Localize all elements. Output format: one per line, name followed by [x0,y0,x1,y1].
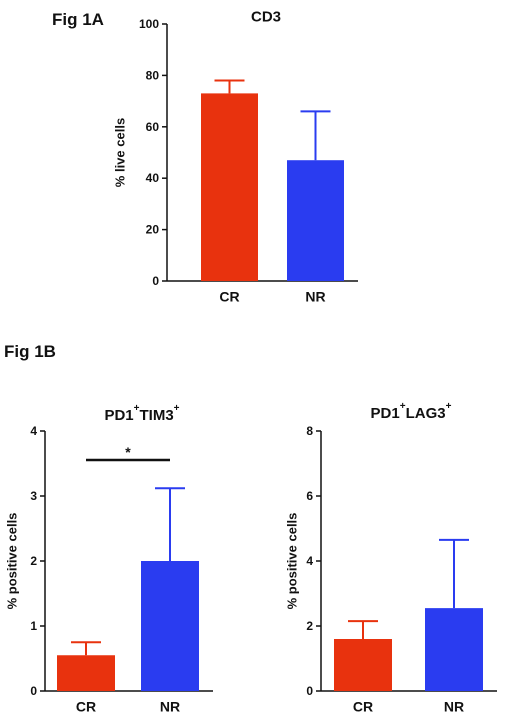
y-tick-label: 40 [146,171,160,185]
category-label: NR [305,288,325,304]
y-axis-label: % live cells [113,118,128,187]
y-tick-label: 0 [306,684,313,698]
category-label: CR [219,288,239,304]
bar-nr [425,608,483,691]
chart-title-part: PD1 [371,405,400,422]
y-tick-label: 2 [306,619,313,633]
chart-title-superscript: + [174,403,180,414]
significance-star: * [125,444,131,460]
chart-3: PD1+​LAG3+​ 0 2 4 6 8 % positive cells CR NR [285,401,497,713]
y-tick-label: 20 [146,223,160,237]
chart-title: PD1+​LAG3+​ [371,401,452,422]
bar-cr [57,655,115,691]
bar-nr [141,561,199,691]
figure-label-1a: Fig 1A [52,10,104,29]
bar-nr [287,160,344,281]
y-axis-label: % positive cells [5,513,20,610]
chart-title-part: LAG3 [406,405,446,422]
y-tick-label: 0 [30,684,37,698]
y-tick-label: 100 [139,17,159,31]
chart-title: CD3 [251,8,281,25]
chart-title-part: TIM3 [140,407,174,424]
chart-title-superscript: + [400,401,406,412]
y-tick-label: 8 [306,424,313,438]
category-label: NR [160,698,180,713]
y-tick-label: 60 [146,120,160,134]
category-label: CR [76,698,96,713]
category-label: CR [353,698,373,713]
chart-title-superscript: + [446,401,452,412]
chart-2: PD1+​TIM3+​ 0 1 2 3 4 % positive cells CR NR * [5,403,213,713]
y-tick-label: 6 [306,489,313,503]
y-axis-label: % positive cells [285,513,300,610]
chart-title-superscript: + [134,403,140,414]
bar-cr [334,639,392,691]
y-tick-label: 3 [30,489,37,503]
y-tick-label: 4 [30,424,37,438]
category-label: NR [444,698,464,713]
figure-label-1b: Fig 1B [4,342,56,361]
bar-cr [201,93,258,281]
chart-title: PD1+​TIM3+​ [104,403,179,424]
y-tick-label: 4 [306,554,313,568]
y-tick-label: 2 [30,554,37,568]
y-tick-label: 0 [152,274,159,288]
y-tick-label: 80 [146,68,160,82]
chart-title-part: PD1 [104,407,133,424]
y-tick-label: 1 [30,619,37,633]
chart-1: CD3 0 20 40 60 80 100 % live cells CR NR [113,8,358,304]
